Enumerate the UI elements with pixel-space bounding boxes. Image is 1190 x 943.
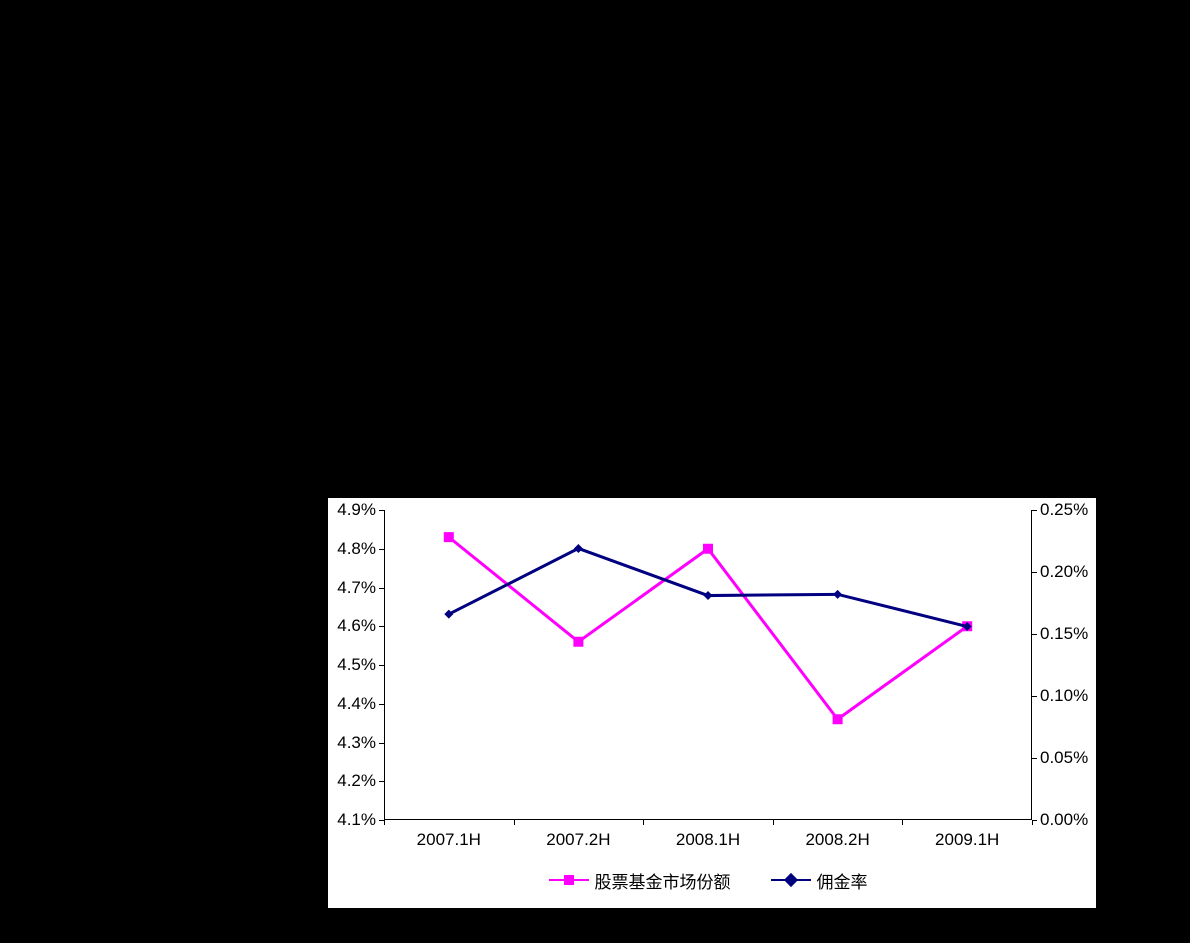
- y-left-tick-mark: [379, 510, 384, 511]
- x-tick-label: 2008.1H: [676, 830, 740, 850]
- series-marker-square: [444, 532, 454, 542]
- legend-item-series-2: 佣金率: [771, 868, 868, 893]
- y-left-tick-label: 4.9%: [337, 500, 376, 520]
- y-right-tick-label: 0.15%: [1040, 624, 1088, 644]
- x-tick-mark: [1032, 820, 1033, 825]
- series-marker-diamond: [703, 591, 712, 600]
- y-left-tick-label: 4.6%: [337, 616, 376, 636]
- y-axis-right: 0.00%0.05%0.10%0.15%0.20%0.25%: [1032, 510, 1096, 820]
- y-right-tick-mark: [1032, 510, 1037, 511]
- x-tick-mark: [643, 820, 644, 825]
- y-left-tick-label: 4.4%: [337, 694, 376, 714]
- y-left-tick-mark: [379, 704, 384, 705]
- y-left-tick-label: 4.5%: [337, 655, 376, 675]
- y-left-tick-label: 4.8%: [337, 539, 376, 559]
- x-tick-label: 2008.2H: [805, 830, 869, 850]
- y-left-tick-mark: [379, 665, 384, 666]
- y-right-tick-mark: [1032, 634, 1037, 635]
- series-line-1: [449, 548, 967, 626]
- chart-container: 4.1% 4.2% 4.3% 4.4% 4.5% 4.6% 4.7% 4.8% 4.9% 0.0…: [328, 498, 1096, 908]
- y-right-tick-label: 0.25%: [1040, 500, 1088, 520]
- plot-area: [384, 510, 1032, 820]
- y-left-tick-label: 4.2%: [337, 771, 376, 791]
- y-left-tick-mark: [379, 549, 384, 550]
- x-tick-mark: [384, 820, 385, 825]
- legend-swatch-2: [771, 872, 811, 888]
- chart-svg: [384, 510, 1032, 820]
- series-marker-square: [833, 714, 843, 724]
- y-right-tick-mark: [1032, 758, 1037, 759]
- series-line-0: [449, 537, 967, 719]
- x-tick-label: 2009.1H: [935, 830, 999, 850]
- y-left-tick-mark: [379, 588, 384, 589]
- x-tick-mark: [902, 820, 903, 825]
- x-tick-mark: [514, 820, 515, 825]
- y-left-tick-label: 4.3%: [337, 733, 376, 753]
- legend-label-1: 股票基金市场份额: [595, 868, 731, 893]
- x-tick-mark: [773, 820, 774, 825]
- legend: 股票基金市场份额 佣金率: [384, 860, 1032, 900]
- y-left-tick-label: 4.7%: [337, 578, 376, 598]
- series-marker-square: [703, 544, 713, 554]
- x-tick-label: 2007.2H: [546, 830, 610, 850]
- y-left-tick-mark: [379, 781, 384, 782]
- series-marker-diamond: [833, 590, 842, 599]
- x-axis: 2007.1H 2007.2H 2008.1H 2008.2H 2009.1H: [384, 820, 1032, 860]
- legend-swatch-1: [549, 872, 589, 888]
- y-right-tick-label: 0.10%: [1040, 686, 1088, 706]
- y-axis-left: 4.1%4.2%4.3%4.4%4.5%4.6%4.7%4.8%4.9%: [328, 510, 384, 820]
- y-right-tick-mark: [1032, 572, 1037, 573]
- series-marker-square: [573, 637, 583, 647]
- legend-item-series-1: 股票基金市场份额: [549, 868, 731, 893]
- legend-label-2: 佣金率: [817, 868, 868, 893]
- y-right-tick-mark: [1032, 696, 1037, 697]
- y-left-tick-mark: [379, 743, 384, 744]
- y-left-tick-label: 4.1%: [337, 810, 376, 830]
- y-left-tick-mark: [379, 626, 384, 627]
- x-tick-label: 2007.1H: [417, 830, 481, 850]
- y-right-tick-label: 0.05%: [1040, 748, 1088, 768]
- y-right-tick-label: 0.00%: [1040, 810, 1088, 830]
- y-right-tick-label: 0.20%: [1040, 562, 1088, 582]
